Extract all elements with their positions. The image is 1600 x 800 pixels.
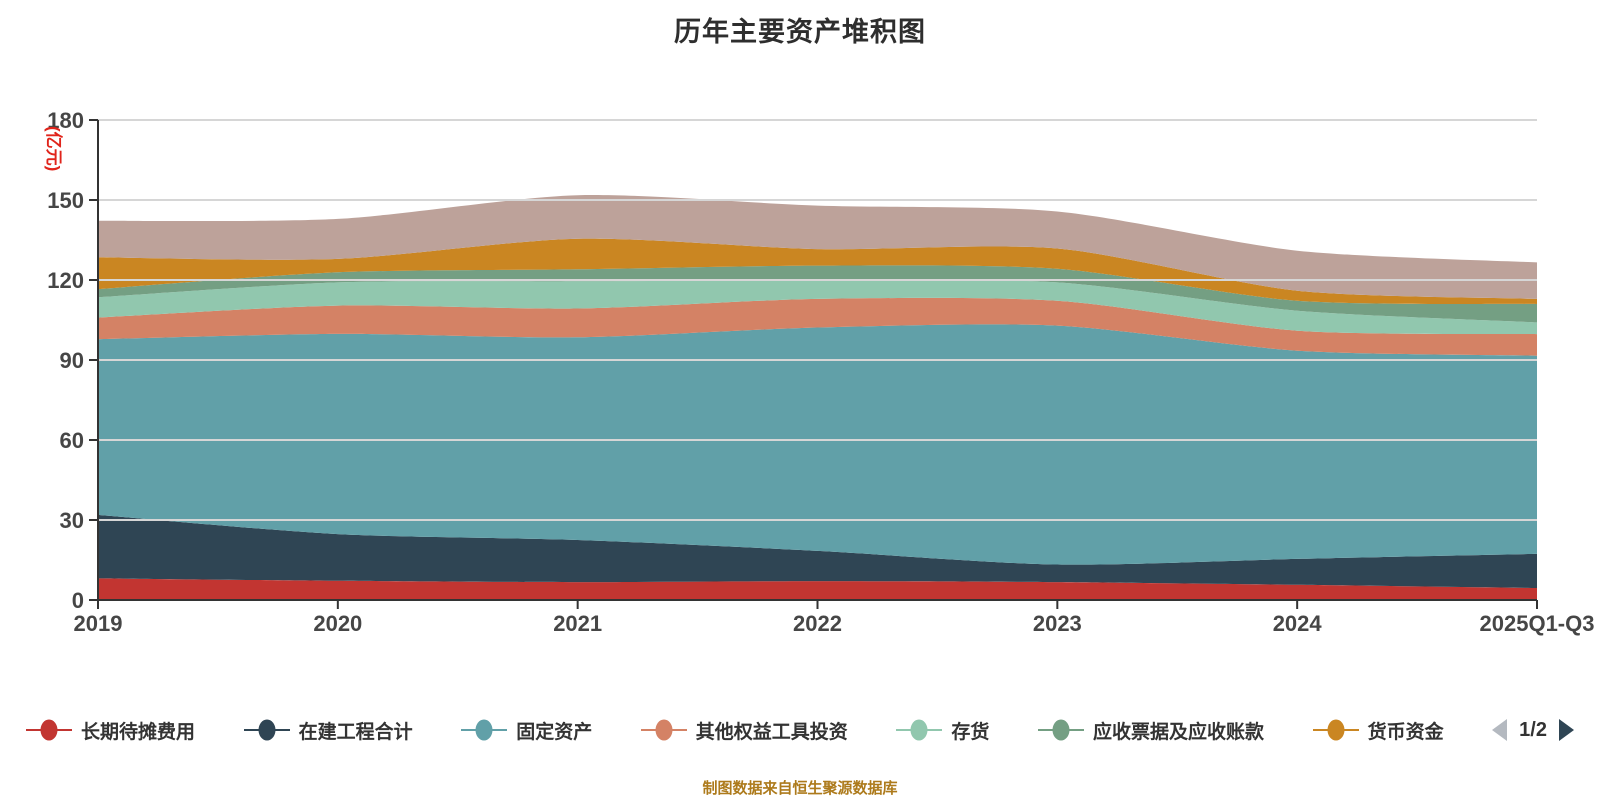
x-tick-label: 2021 bbox=[553, 611, 602, 636]
y-tick-label: 180 bbox=[47, 108, 84, 133]
x-tick-label: 2019 bbox=[74, 611, 123, 636]
x-tick-label: 2023 bbox=[1033, 611, 1082, 636]
y-tick-label: 60 bbox=[60, 428, 84, 453]
y-tick-label: 120 bbox=[47, 268, 84, 293]
data-source-note: 制图数据来自恒生聚源数据库 bbox=[702, 780, 898, 797]
x-tick-label: 2020 bbox=[313, 611, 362, 636]
axes: 0 30 60 90 120 150 180 2019 2020 2021 2022 2023 2024… bbox=[44, 108, 1594, 636]
gridlines bbox=[98, 119, 1537, 521]
legend-label: 在建工程合计 bbox=[298, 721, 413, 743]
legend-label: 固定资产 bbox=[516, 721, 593, 743]
legend-label: 货币资金 bbox=[1367, 721, 1444, 743]
stacked-area-plot: 0 30 60 90 120 150 180 2019 2020 2021 2022 2023 2024… bbox=[44, 108, 1594, 636]
legend-label: 长期待摊费用 bbox=[81, 721, 196, 743]
legend-item-固定资产[interactable]: 固定资产 bbox=[461, 717, 592, 744]
y-axis-unit-label: (亿元) bbox=[44, 126, 64, 171]
legend-pager-prev-icon[interactable] bbox=[1492, 719, 1508, 741]
x-tick-label: 2025Q1-Q3 bbox=[1480, 611, 1595, 636]
x-tick-label: 2022 bbox=[793, 611, 842, 636]
legend-marker-icon bbox=[1312, 719, 1359, 741]
y-tick-label: 0 bbox=[72, 588, 84, 613]
legend-marker-icon bbox=[461, 719, 508, 741]
legend-marker-icon bbox=[1037, 719, 1084, 741]
y-tick-label: 30 bbox=[60, 508, 84, 533]
legend-item-其他权益工具投资[interactable]: 其他权益工具投资 bbox=[640, 717, 848, 744]
area-series-group bbox=[98, 195, 1537, 600]
y-tick-label: 90 bbox=[60, 348, 84, 373]
legend-label: 应收票据及应收账款 bbox=[1092, 721, 1264, 743]
legend-item-在建工程合计[interactable]: 在建工程合计 bbox=[243, 717, 413, 744]
area-series-货币资金 bbox=[98, 238, 1537, 305]
legend-marker-icon bbox=[26, 719, 72, 741]
area-series-其他权益工具投资 bbox=[98, 297, 1537, 356]
x-tick-label: 2024 bbox=[1273, 611, 1323, 636]
legend-pager: 1/2 bbox=[1492, 719, 1574, 742]
legend-pager-label: 1/2 bbox=[1519, 718, 1547, 741]
area-series-长期待摊费用 bbox=[98, 578, 1537, 600]
chart-title: 历年主要资产堆积图 bbox=[674, 17, 926, 47]
legend-item-货币资金[interactable]: 货币资金 bbox=[1312, 717, 1444, 744]
legend-marker-icon bbox=[243, 719, 290, 741]
area-series-hidden-8 bbox=[98, 195, 1537, 299]
legend-pager-next-icon[interactable] bbox=[1558, 719, 1574, 741]
legend-item-长期待摊费用[interactable]: 长期待摊费用 bbox=[26, 717, 195, 744]
y-tick-label: 150 bbox=[47, 188, 84, 213]
legend-bar: 长期待摊费用 在建工程合计 固定资产 其他权益工具投资 存货 应收票据及应收账款 货币资金 1… bbox=[0, 706, 1600, 754]
legend-marker-icon bbox=[640, 719, 687, 741]
legend-item-存货[interactable]: 存货 bbox=[896, 717, 989, 744]
area-series-固定资产 bbox=[98, 324, 1537, 565]
legend-label: 其他权益工具投资 bbox=[695, 721, 848, 743]
legend-item-应收票据及应收账款[interactable]: 应收票据及应收账款 bbox=[1037, 717, 1264, 744]
legend-marker-icon bbox=[896, 719, 943, 741]
legend-label: 存货 bbox=[951, 721, 990, 743]
area-series-存货 bbox=[98, 280, 1537, 335]
area-series-在建工程合计 bbox=[98, 514, 1537, 588]
